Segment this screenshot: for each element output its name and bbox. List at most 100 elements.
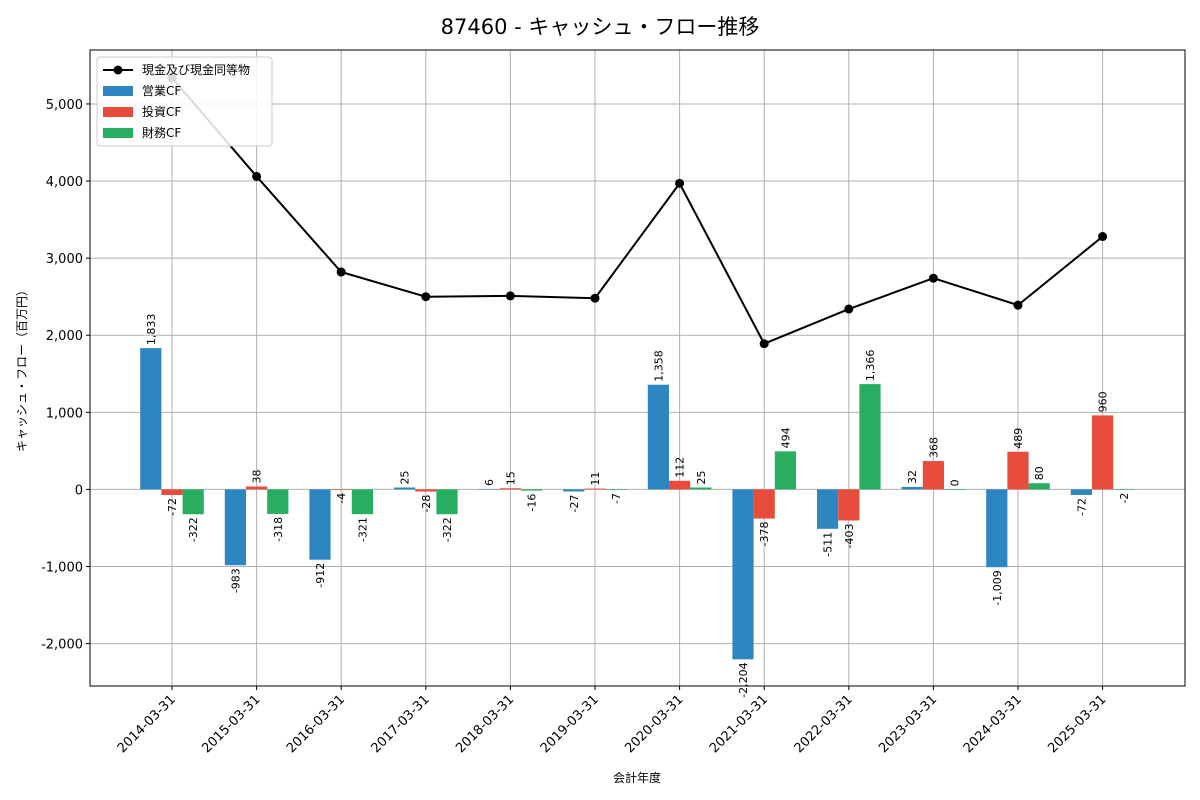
cash-line-point bbox=[421, 292, 431, 302]
y-tick-label: 1,000 bbox=[46, 406, 83, 421]
legend-swatch bbox=[103, 107, 133, 117]
bar-value-label: 11 bbox=[589, 472, 602, 486]
bar bbox=[605, 489, 627, 490]
x-tick-label: 2025-03-31 bbox=[1045, 692, 1109, 756]
x-tick-label: 2019-03-31 bbox=[538, 692, 602, 756]
bar-value-label: -511 bbox=[822, 532, 835, 557]
legend-swatch bbox=[103, 86, 133, 96]
y-axis-ticks: -2,000 -1,000 0 1,000 2,000 3,000 4,000 5,000 bbox=[41, 98, 90, 653]
bar bbox=[690, 487, 712, 490]
bar-value-label: -16 bbox=[526, 494, 539, 512]
bar bbox=[732, 489, 754, 660]
bar-value-label: 25 bbox=[695, 470, 708, 484]
cash-line-point bbox=[505, 291, 515, 301]
cash-line-point bbox=[252, 171, 262, 181]
legend-label: 投資CF bbox=[142, 104, 181, 119]
x-tick-label: 2024-03-31 bbox=[961, 692, 1025, 756]
x-tick-label: 2015-03-31 bbox=[199, 692, 263, 756]
bar-value-label: -4 bbox=[335, 493, 348, 504]
bar bbox=[1092, 415, 1114, 490]
x-tick-label: 2021-03-31 bbox=[707, 692, 771, 756]
x-tick-label: 2022-03-31 bbox=[792, 692, 856, 756]
y-axis-label: キャッシュ・フロー（百万円） bbox=[15, 284, 29, 452]
bar bbox=[161, 489, 183, 495]
bar-value-label: 112 bbox=[674, 457, 687, 478]
x-tick-label: 2016-03-31 bbox=[284, 692, 348, 756]
x-tick-label: 2018-03-31 bbox=[453, 692, 517, 756]
bar bbox=[859, 384, 881, 490]
bar bbox=[1028, 483, 1050, 490]
bar-labels: 1,833 -983 -912 25 6 -27 1,358 -2,204 -511 32 -1,0… bbox=[145, 314, 1131, 698]
bar-value-label: -2,204 bbox=[737, 662, 750, 697]
bar bbox=[182, 489, 204, 515]
bar-value-label: -27 bbox=[568, 494, 581, 512]
bar bbox=[140, 348, 162, 490]
bar-value-label: -322 bbox=[187, 517, 200, 542]
bar-value-label: -2 bbox=[1118, 493, 1131, 504]
bars bbox=[140, 348, 1135, 660]
bar-value-label: 32 bbox=[906, 470, 919, 484]
bar-value-label: -1,009 bbox=[991, 570, 1004, 605]
bar bbox=[478, 488, 500, 490]
bar bbox=[584, 488, 606, 490]
bar bbox=[351, 489, 373, 515]
x-tick-label: 2014-03-31 bbox=[115, 692, 179, 756]
cash-line-point bbox=[675, 178, 685, 188]
bar-value-label: -72 bbox=[166, 498, 179, 516]
bar-value-label: 368 bbox=[927, 437, 940, 458]
bar bbox=[901, 486, 923, 490]
cash-line-point bbox=[1098, 232, 1108, 242]
x-tick-label: 2017-03-31 bbox=[369, 692, 433, 756]
chart-title: 87460 - キャッシュ・フロー推移 bbox=[441, 15, 760, 39]
cash-line-point bbox=[336, 267, 346, 277]
bar-value-label: -7 bbox=[610, 493, 623, 504]
cash-line-point bbox=[844, 304, 854, 314]
cash-line-point bbox=[928, 273, 938, 283]
y-tick-label: -1,000 bbox=[41, 561, 83, 576]
bar bbox=[563, 489, 585, 492]
bar bbox=[922, 461, 944, 490]
legend-label: 財務CF bbox=[142, 125, 181, 140]
bar bbox=[394, 487, 416, 490]
bar-value-label: 1,366 bbox=[864, 350, 877, 382]
y-tick-label: -2,000 bbox=[41, 638, 83, 653]
cash-line-point bbox=[759, 339, 769, 349]
bar-value-label: -318 bbox=[272, 517, 285, 542]
bar-value-label: 960 bbox=[1097, 391, 1110, 412]
bar bbox=[1070, 489, 1092, 495]
bar-value-label: 1,833 bbox=[145, 314, 158, 346]
grid bbox=[90, 50, 1185, 686]
bar bbox=[817, 489, 839, 529]
legend-box bbox=[96, 56, 273, 147]
bar bbox=[986, 489, 1008, 568]
bar bbox=[499, 488, 521, 490]
bar-value-label: -378 bbox=[758, 522, 771, 547]
bar-value-label: 15 bbox=[504, 471, 517, 485]
bar bbox=[267, 489, 289, 514]
bar bbox=[1113, 489, 1135, 490]
bar bbox=[521, 489, 543, 491]
bar-value-label: -321 bbox=[356, 517, 369, 542]
bar-value-label: 494 bbox=[779, 427, 792, 448]
bar-value-label: 0 bbox=[949, 479, 962, 486]
x-tick-label: 2020-03-31 bbox=[622, 692, 686, 756]
x-axis-ticks: 2014-03-31 2015-03-31 2016-03-31 2017-03-31… bbox=[115, 686, 1109, 756]
bar-value-label: -983 bbox=[229, 568, 242, 593]
legend-swatch bbox=[103, 128, 133, 138]
plot-frame bbox=[89, 49, 1186, 687]
bar bbox=[647, 384, 669, 490]
y-tick-label: 2,000 bbox=[46, 329, 83, 344]
bar bbox=[669, 480, 691, 490]
y-tick-label: 4,000 bbox=[46, 175, 83, 190]
bar bbox=[753, 489, 775, 519]
legend-label: 現金及び現金同等物 bbox=[142, 62, 250, 77]
bar-value-label: -403 bbox=[843, 523, 856, 548]
bar-value-label: -72 bbox=[1075, 498, 1088, 516]
bar bbox=[309, 489, 331, 560]
y-tick-label: 5,000 bbox=[46, 98, 83, 113]
bar-value-label: 489 bbox=[1012, 428, 1025, 449]
bar-value-label: 1,358 bbox=[652, 350, 665, 382]
bar-value-label: -28 bbox=[420, 495, 433, 513]
